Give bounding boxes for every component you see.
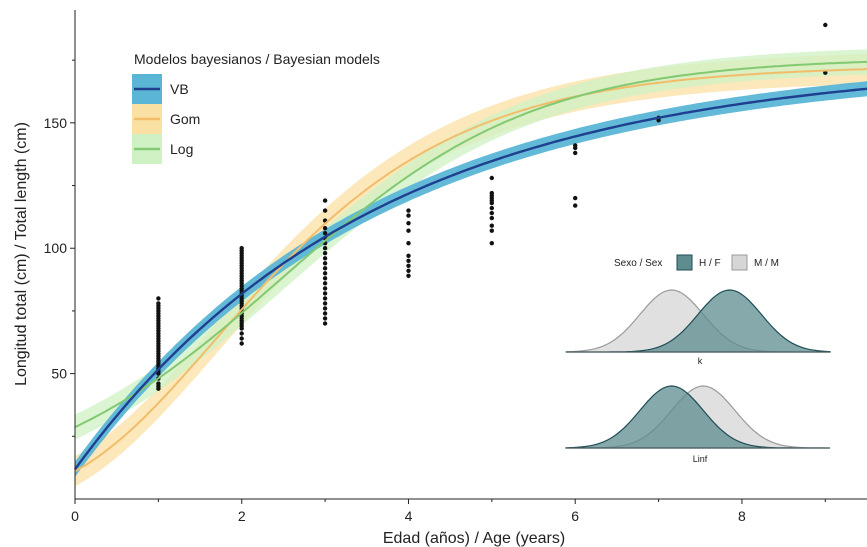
observation-point: [573, 143, 578, 148]
observation-point: [322, 246, 328, 251]
observation-point: [239, 331, 244, 336]
axes: 0 2 4 6 8 50 100 150: [44, 10, 867, 524]
observation-point: [406, 208, 411, 213]
inset-legend-title: Sexo / Sex: [614, 258, 662, 269]
observation-point: [322, 251, 328, 256]
legend-label-log: Log: [170, 141, 193, 157]
observation-point: [322, 226, 328, 231]
observation-point: [406, 221, 411, 226]
observation-point: [156, 301, 161, 306]
observation-point: [406, 228, 411, 233]
observation-point: [322, 231, 328, 236]
legend-title: Modelos bayesianos / Bayesian models: [134, 51, 380, 67]
observation-point: [489, 210, 494, 216]
observation-point: [322, 281, 328, 286]
inset-swatch-male: [731, 254, 748, 271]
y-tick-label: 50: [51, 366, 67, 382]
line-gom: [74, 68, 867, 473]
observation-point: [322, 271, 328, 276]
observation-point: [239, 336, 244, 341]
x-tick-label: 0: [71, 508, 79, 524]
legend-label-vb: VB: [170, 81, 189, 97]
x-tick-label: 2: [238, 508, 246, 524]
observation-point: [322, 198, 328, 203]
observation-point: [322, 321, 328, 326]
observation-point: [322, 291, 328, 296]
inset-label-female: H / F: [699, 258, 721, 269]
observation-points: [156, 22, 828, 391]
y-axis-title: Longitud total (cm) / Total length (cm): [13, 122, 30, 386]
observation-point: [156, 296, 161, 301]
x-axis-title: Edad (años) / Age (years): [383, 530, 565, 547]
observation-point: [406, 253, 411, 258]
observation-point: [156, 381, 161, 386]
x-tick-label: 4: [405, 508, 413, 524]
observation-point: [489, 205, 494, 211]
x-tick-label: 6: [571, 508, 579, 524]
observation-point: [489, 223, 494, 228]
observation-point: [322, 306, 328, 311]
observation-point: [322, 316, 328, 321]
observation-point: [406, 268, 411, 273]
observation-point: [573, 150, 578, 156]
observation-point: [823, 22, 828, 28]
observation-point: [406, 213, 411, 218]
observation-point: [573, 195, 578, 201]
observation-point: [573, 203, 578, 208]
observation-point: [406, 241, 411, 246]
observation-point: [322, 208, 328, 213]
band-log: [75, 49, 867, 440]
observation-point: [239, 341, 244, 346]
observation-point: [489, 190, 494, 196]
observation-point: [406, 258, 411, 263]
observation-point: [322, 256, 328, 261]
inset-panel-label-linf: Linf: [693, 454, 708, 464]
legend-label-gom: Gom: [170, 111, 200, 127]
observation-point: [823, 70, 828, 75]
x-tick-label: 8: [738, 508, 746, 524]
observation-point: [322, 266, 328, 271]
inset-swatch-female: [676, 254, 693, 271]
model-lines: [74, 60, 867, 473]
observation-point: [489, 241, 494, 246]
observation-point: [489, 175, 494, 181]
inset-label-male: M / M: [754, 258, 779, 269]
observation-point: [406, 273, 411, 278]
observation-point: [322, 276, 328, 281]
y-tick-label: 100: [44, 240, 68, 256]
observation-point: [322, 296, 328, 301]
observation-point: [322, 286, 328, 291]
y-tick-label: 150: [44, 115, 68, 131]
observation-point: [322, 261, 328, 266]
observation-point: [322, 301, 328, 306]
inset-panel-label-k: k: [698, 356, 703, 366]
observation-point: [406, 263, 411, 268]
observation-point: [239, 246, 244, 251]
observation-point: [322, 311, 328, 316]
inset-sex-densities: Sexo / Sex H / F M / M k Linf: [565, 254, 831, 464]
model-bands: [75, 49, 867, 487]
observation-point: [489, 228, 494, 233]
legend: Modelos bayesianos / Bayesian models VB Go…: [132, 51, 380, 164]
density-female-k: [566, 289, 831, 353]
observation-point: [489, 215, 494, 221]
line-log: [74, 60, 867, 429]
line-vb: [74, 87, 867, 471]
